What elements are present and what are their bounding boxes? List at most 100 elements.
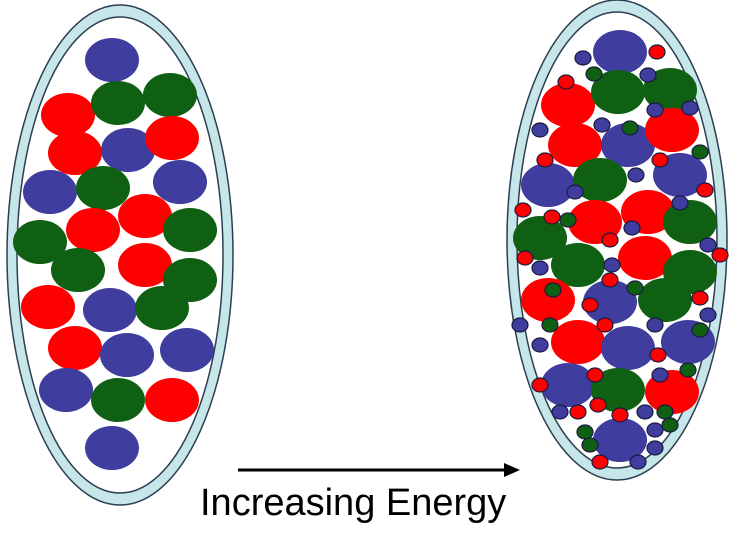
blue-particle [39, 368, 93, 412]
blue-particle [531, 260, 549, 276]
blue-particle [627, 167, 645, 183]
blue-particle [153, 160, 207, 204]
red-particle [581, 297, 599, 313]
green-particle [559, 212, 577, 228]
red-particle [118, 194, 172, 238]
red-particle [536, 152, 554, 168]
red-particle [48, 131, 102, 175]
right-container-high-energy [506, 0, 729, 481]
blue-particle [83, 288, 137, 332]
green-particle [51, 248, 105, 292]
red-particle [557, 74, 575, 90]
green-particle [573, 158, 627, 202]
blue-particle [646, 422, 664, 438]
red-particle [691, 290, 709, 306]
blue-particle [85, 426, 139, 470]
red-particle [611, 407, 629, 423]
red-particle [551, 320, 605, 364]
red-particle [541, 83, 595, 127]
red-particle [586, 367, 604, 383]
red-particle [649, 347, 667, 363]
blue-particle [23, 170, 77, 214]
red-particle [145, 116, 199, 160]
blue-particle [551, 404, 569, 420]
red-particle [531, 377, 549, 393]
red-particle [648, 44, 666, 60]
green-particle [91, 81, 145, 125]
blue-particle [651, 367, 669, 383]
red-particle [118, 243, 172, 287]
green-particle [643, 68, 697, 112]
blue-particle [671, 195, 689, 211]
blue-particle [85, 38, 139, 82]
green-particle [581, 437, 599, 453]
red-particle [21, 285, 75, 329]
green-particle [541, 317, 559, 333]
red-particle [596, 317, 614, 333]
red-particle [651, 152, 669, 168]
green-particle [663, 200, 717, 244]
green-particle [13, 220, 67, 264]
blue-particle [699, 307, 717, 323]
blue-particle [100, 333, 154, 377]
green-particle [591, 70, 645, 114]
blue-particle [646, 102, 664, 118]
red-particle [48, 326, 102, 370]
green-particle [585, 66, 603, 82]
blue-particle [574, 50, 592, 66]
blue-particle [629, 454, 647, 470]
green-particle [91, 378, 145, 422]
green-particle [626, 280, 644, 296]
green-particle [513, 216, 567, 260]
blue-particle [636, 404, 654, 420]
red-particle [66, 208, 120, 252]
blue-particle [593, 418, 647, 462]
blue-particle [639, 67, 657, 83]
red-particle [543, 209, 561, 225]
red-particle [569, 404, 587, 420]
blue-particle [531, 337, 549, 353]
green-particle [551, 243, 605, 287]
green-particle [661, 417, 679, 433]
green-particle [143, 73, 197, 117]
energy-arrow [238, 463, 520, 477]
red-particle [711, 247, 729, 263]
caption-increasing-energy: Increasing Energy [200, 482, 507, 524]
green-particle [656, 404, 674, 420]
blue-particle [699, 237, 717, 253]
red-particle [591, 454, 609, 470]
blue-particle [681, 100, 699, 116]
blue-particle [531, 122, 549, 138]
green-particle [679, 362, 697, 378]
blue-particle [593, 117, 611, 133]
green-particle [544, 282, 562, 298]
blue-particle [566, 184, 584, 200]
left-container-low-energy [6, 4, 234, 506]
green-particle [163, 208, 217, 252]
green-particle [638, 278, 692, 322]
blue-particle [101, 128, 155, 172]
blue-particle [623, 220, 641, 236]
red-particle [548, 123, 602, 167]
green-particle [76, 166, 130, 210]
blue-particle [601, 123, 655, 167]
blue-particle [601, 326, 655, 370]
red-particle [514, 202, 532, 218]
red-particle [696, 182, 714, 198]
blue-particle [511, 317, 529, 333]
green-particle [576, 424, 594, 440]
blue-particle [646, 317, 664, 333]
blue-particle [521, 163, 575, 207]
blue-particle [583, 280, 637, 324]
red-particle [41, 93, 95, 137]
green-particle [691, 144, 709, 160]
red-particle [601, 272, 619, 288]
red-particle [516, 250, 534, 266]
red-particle [645, 108, 699, 152]
blue-particle [541, 363, 595, 407]
red-particle [618, 236, 672, 280]
red-particle [145, 378, 199, 422]
blue-particle [593, 30, 647, 74]
blue-particle [603, 257, 621, 273]
